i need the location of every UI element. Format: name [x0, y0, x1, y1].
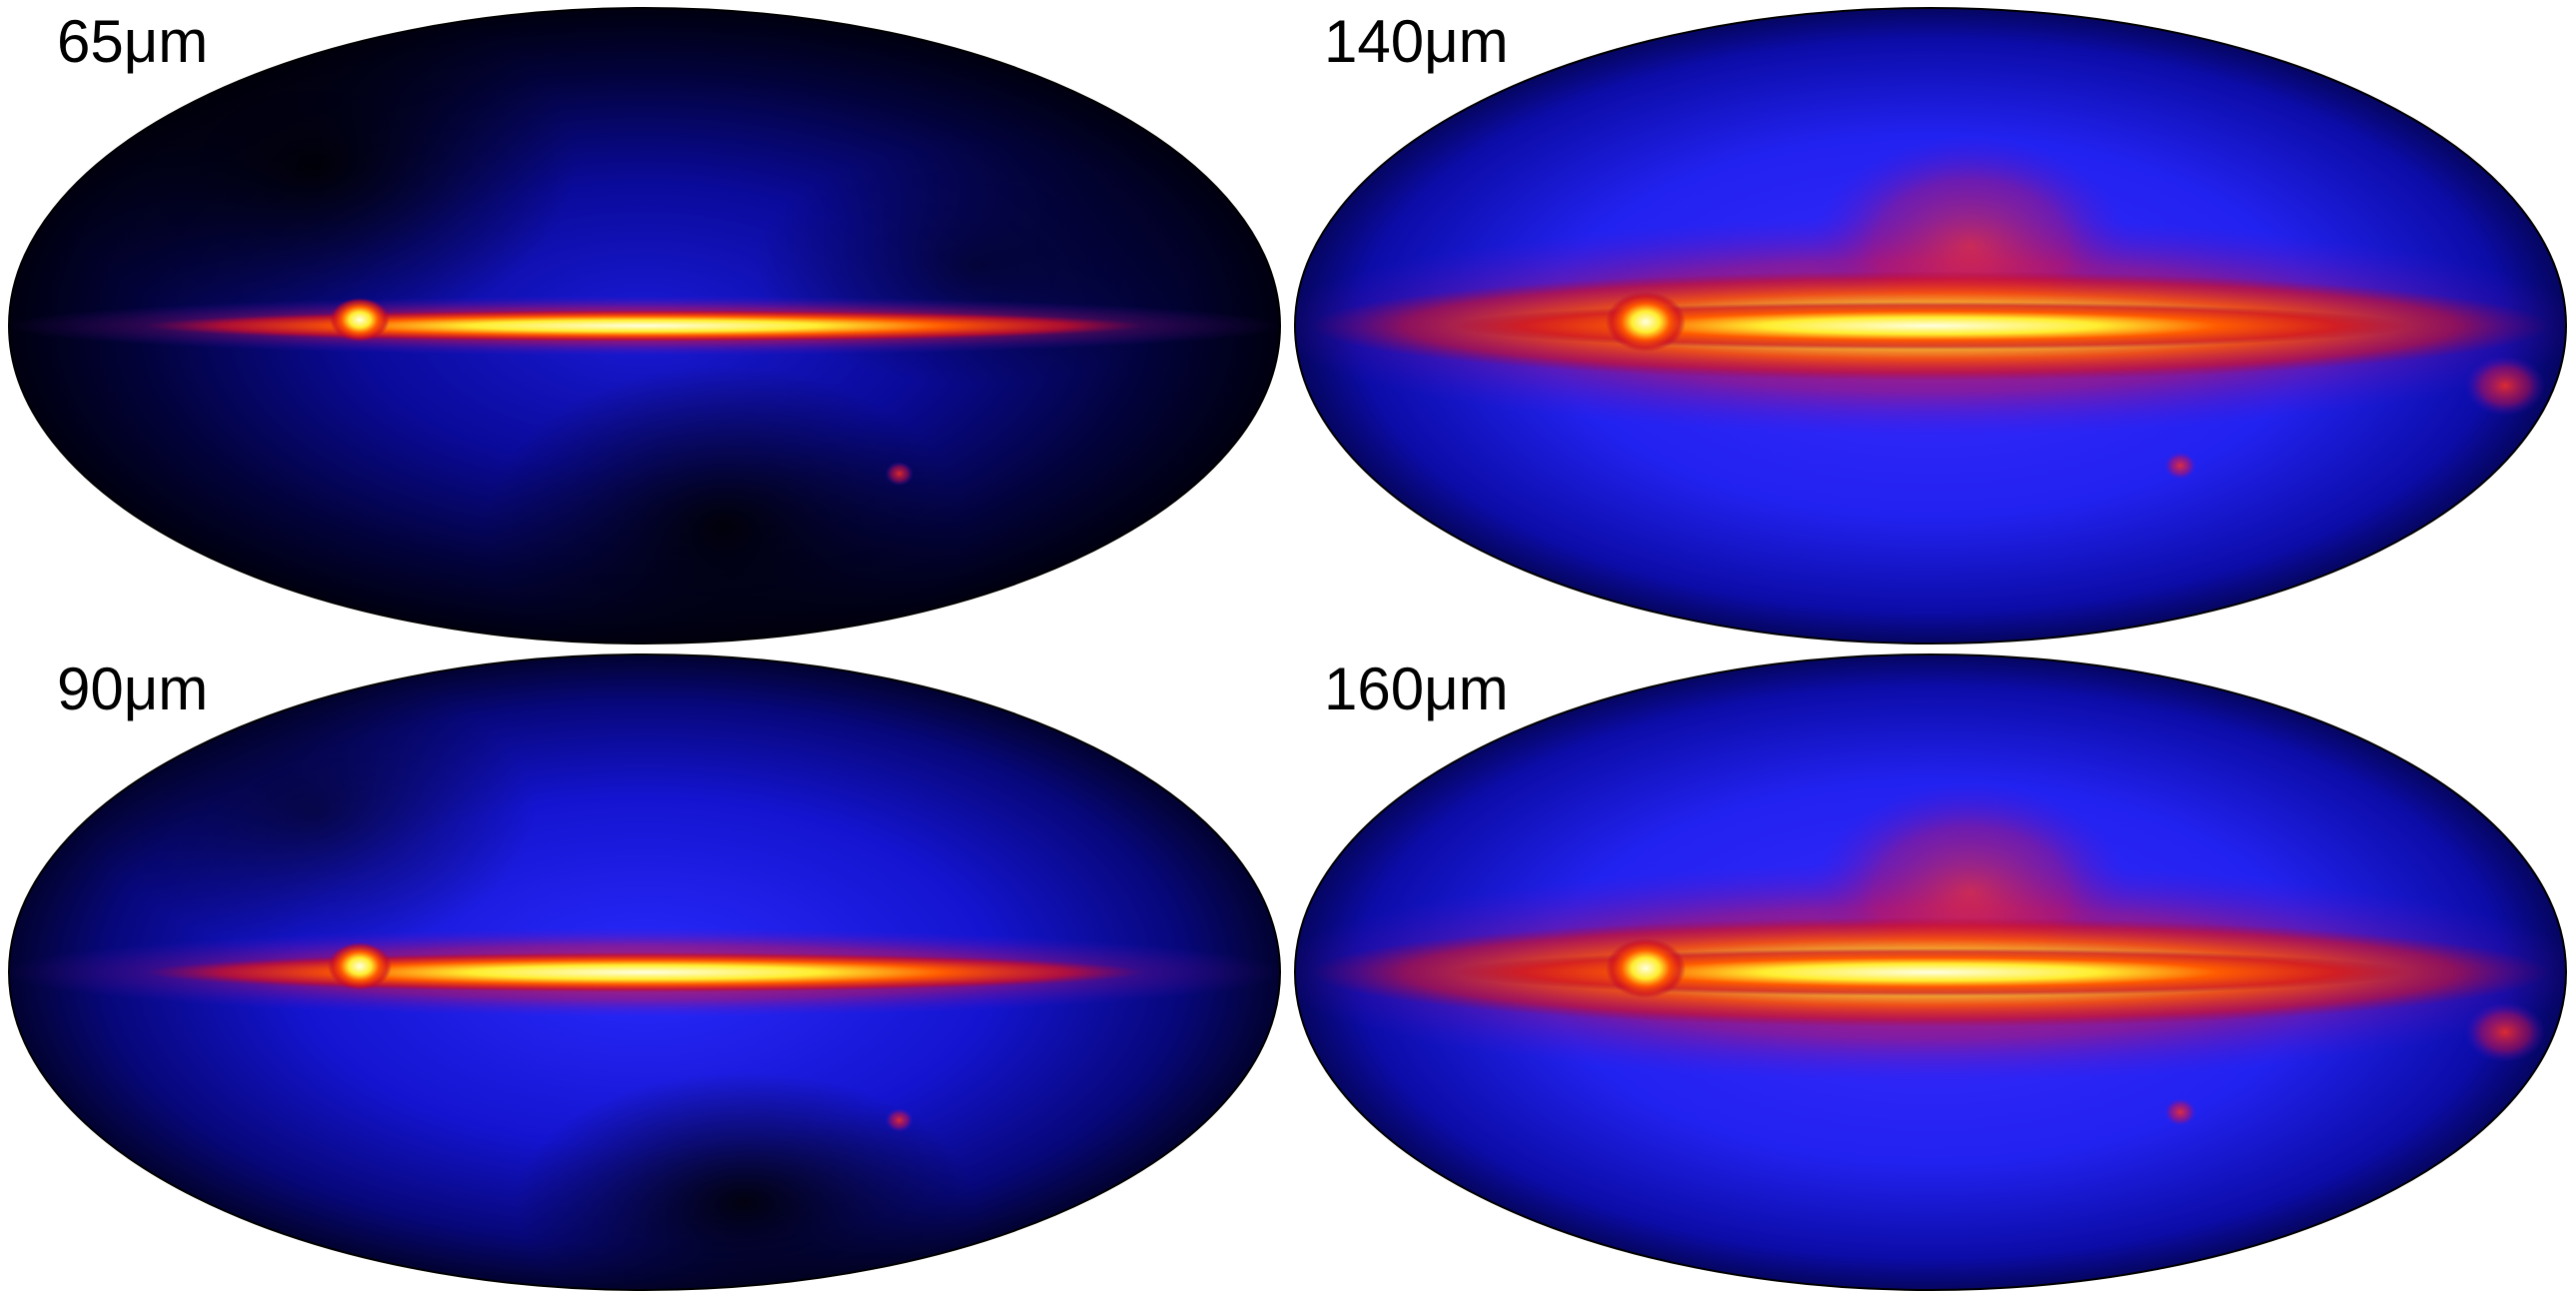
sky-map: [1294, 653, 2567, 1291]
sky-map: [8, 653, 1281, 1291]
panel-label: 65μm: [57, 8, 208, 75]
panel-label: 90μm: [57, 655, 208, 722]
sky-map: [1294, 7, 2567, 645]
sky-map: [8, 7, 1281, 645]
panel-label: 160μm: [1324, 655, 1509, 722]
panel-label: 140μm: [1324, 8, 1509, 75]
